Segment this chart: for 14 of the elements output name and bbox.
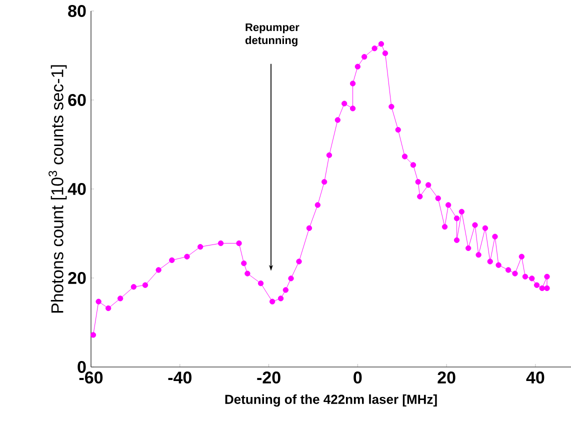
y-tick-label: 60 <box>68 94 86 106</box>
y-tick-label: 80 <box>68 4 86 18</box>
y-tick-label: 40 <box>68 182 86 196</box>
x-tick-label: 40 <box>526 372 544 384</box>
x-tick-label: 0 <box>354 372 362 384</box>
x-tick-label: -40 <box>168 372 192 384</box>
y-tick-label: 0 <box>78 360 86 374</box>
x-tick-label: 20 <box>438 372 456 384</box>
y-tick-label: 20 <box>68 272 86 284</box>
x-tick-label: -60 <box>79 372 103 384</box>
y-axis-title: Photons count [10$^{3}$ counts sec-1] <box>48 65 67 313</box>
x-tick-label: -20 <box>257 372 280 384</box>
x-axis-title: Detuning of the 422nm laser [MHz] <box>225 394 437 407</box>
annotation: Repumper detunning <box>245 23 300 46</box>
